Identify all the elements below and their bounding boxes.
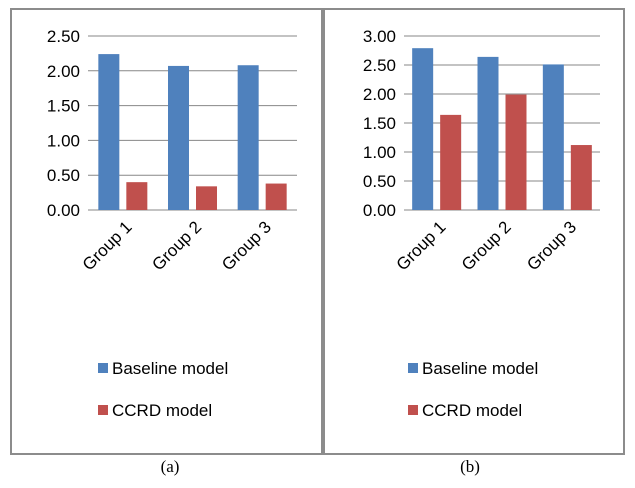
x-tick-label-a-1: Group 2 — [148, 217, 205, 274]
bar-b-s0-c1 — [477, 56, 499, 210]
bar-b-s1-c0 — [440, 114, 462, 210]
bar-a-s1-c1 — [196, 186, 217, 210]
y-tick-label-b-2: 1.00 — [363, 143, 396, 162]
legend-swatch-b-0 — [408, 363, 418, 373]
caption-b: (b) — [460, 457, 480, 476]
caption-a: (a) — [160, 457, 180, 476]
x-tick-label-b-2: Group 3 — [523, 217, 580, 274]
y-tick-label-a-3: 1.50 — [47, 97, 80, 116]
y-tick-label-b-3: 1.50 — [363, 114, 396, 133]
x-tick-label-a-0: Group 1 — [79, 217, 136, 274]
legend-swatch-b-1 — [408, 405, 418, 415]
y-tick-label-a-0: 0.00 — [47, 201, 80, 220]
legend-label-b-1: CCRD model — [422, 401, 522, 420]
x-tick-label-b-1: Group 2 — [458, 217, 515, 274]
bar-a-s0-c1 — [168, 65, 189, 210]
bar-b-s1-c1 — [505, 94, 527, 210]
bar-a-s1-c2 — [265, 183, 287, 210]
y-tick-label-b-1: 0.50 — [363, 172, 396, 191]
chart-b-panel — [323, 8, 625, 455]
legend-label-a-1: CCRD model — [112, 401, 212, 420]
bar-b-s1-c2 — [570, 145, 592, 210]
legend-label-a-0: Baseline model — [112, 359, 228, 378]
bar-b-s0-c0 — [412, 48, 434, 211]
x-tick-label-a-2: Group 3 — [218, 217, 275, 274]
y-tick-label-b-4: 2.00 — [363, 85, 396, 104]
y-tick-label-a-2: 1.00 — [47, 131, 80, 150]
y-tick-label-a-4: 2.00 — [47, 62, 80, 81]
y-tick-label-b-0: 0.00 — [363, 201, 396, 220]
chart-a-panel — [10, 8, 323, 455]
x-tick-label-b-0: Group 1 — [393, 217, 450, 274]
y-tick-label-a-1: 0.50 — [47, 166, 80, 185]
legend-swatch-a-0 — [98, 363, 108, 373]
bar-a-s0-c0 — [98, 54, 120, 210]
y-tick-label-b-5: 2.50 — [363, 56, 396, 75]
legend-swatch-a-1 — [98, 405, 108, 415]
bar-b-s0-c2 — [542, 64, 564, 210]
y-tick-label-a-5: 2.50 — [47, 27, 80, 46]
bar-a-s1-c0 — [126, 182, 148, 210]
legend-label-b-0: Baseline model — [422, 359, 538, 378]
bar-a-s0-c2 — [237, 65, 259, 211]
y-tick-label-b-6: 3.00 — [363, 27, 396, 46]
